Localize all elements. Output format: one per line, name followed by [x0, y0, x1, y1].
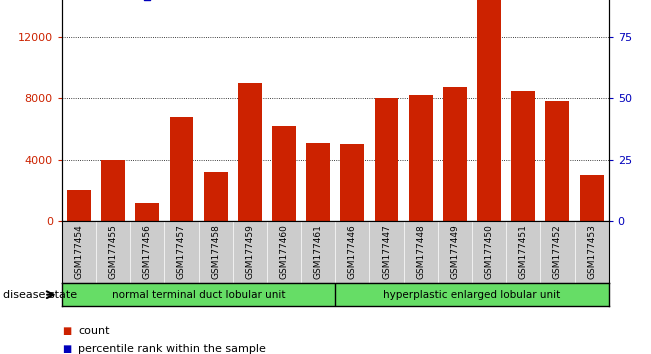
Bar: [579, 175, 603, 221]
Bar: [67, 190, 91, 221]
Text: percentile rank within the sample: percentile rank within the sample: [78, 344, 266, 354]
Text: ■: ■: [62, 344, 71, 354]
Bar: [340, 144, 365, 221]
Text: GSM177454: GSM177454: [74, 224, 83, 279]
Bar: [409, 95, 433, 221]
Text: GSM177455: GSM177455: [109, 224, 118, 279]
Text: GSM177451: GSM177451: [519, 224, 528, 279]
Text: GSM177453: GSM177453: [587, 224, 596, 279]
Text: GSM177457: GSM177457: [177, 224, 186, 279]
Bar: [238, 83, 262, 221]
Text: GSM177452: GSM177452: [553, 224, 562, 279]
Bar: [374, 98, 398, 221]
Text: count: count: [78, 326, 109, 336]
Bar: [443, 87, 467, 221]
Text: GSM177461: GSM177461: [314, 224, 323, 279]
Text: GSM177450: GSM177450: [484, 224, 493, 279]
Text: GSM177456: GSM177456: [143, 224, 152, 279]
Text: GSM177459: GSM177459: [245, 224, 255, 279]
Text: GSM177447: GSM177447: [382, 224, 391, 279]
Text: normal terminal duct lobular unit: normal terminal duct lobular unit: [112, 290, 285, 300]
Text: disease state: disease state: [3, 290, 77, 300]
Bar: [477, 0, 501, 221]
Bar: [169, 117, 193, 221]
Text: GSM177446: GSM177446: [348, 224, 357, 279]
Bar: [306, 143, 330, 221]
Bar: [511, 91, 535, 221]
Text: GSM177460: GSM177460: [279, 224, 288, 279]
Bar: [101, 160, 125, 221]
Text: hyperplastic enlarged lobular unit: hyperplastic enlarged lobular unit: [383, 290, 561, 300]
Bar: [135, 203, 159, 221]
Bar: [272, 126, 296, 221]
Text: ■: ■: [62, 326, 71, 336]
Bar: [204, 172, 228, 221]
Text: GSM177448: GSM177448: [416, 224, 425, 279]
Text: GSM177449: GSM177449: [450, 224, 460, 279]
Bar: [546, 101, 570, 221]
Text: GSM177458: GSM177458: [211, 224, 220, 279]
